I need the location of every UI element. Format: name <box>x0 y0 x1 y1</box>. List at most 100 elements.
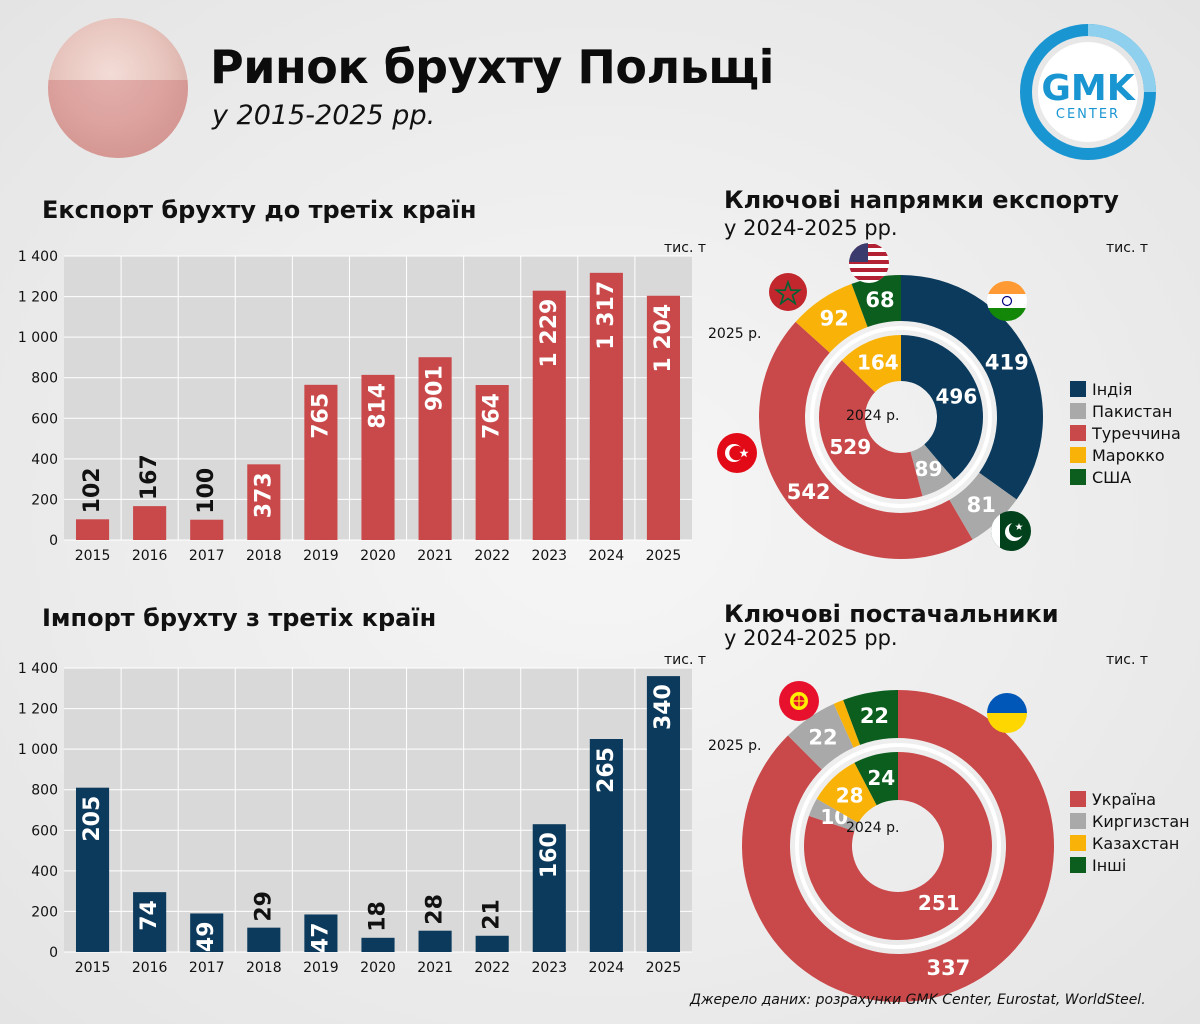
outer-ring-segment <box>787 703 854 770</box>
turkey-flag-icon <box>717 433 757 473</box>
bar-value-label: 265 <box>594 747 619 793</box>
plot-area <box>64 668 692 952</box>
x-tick-label: 2023 <box>531 548 567 564</box>
x-tick-label: 2020 <box>360 548 396 564</box>
bar-value-label: 1 317 <box>594 281 619 350</box>
suppliers-outer-ring-label: 2025 р. <box>708 738 762 754</box>
legend-item: Киргизстан <box>1070 810 1190 832</box>
ring-separator <box>810 326 992 508</box>
x-tick-label: 2015 <box>75 960 111 976</box>
x-tick-label: 2016 <box>132 548 168 564</box>
bar <box>304 384 338 540</box>
ring-separator <box>795 743 1001 949</box>
y-tick-label: 1 400 <box>18 249 58 265</box>
bar-value-label: 814 <box>366 383 391 429</box>
legend-swatch <box>1070 835 1086 851</box>
import-bar-chart: 0 200 400 600 800 1 000 1 200 1 400 205 2015 74 201… <box>18 661 692 976</box>
y-tick-label: 400 <box>31 452 58 468</box>
export-directions-donut: 419 81 542 92 68 496 89 529 164 <box>759 275 1043 559</box>
ukraine-flag-icon <box>987 693 1027 733</box>
inner-ring-value-label: 529 <box>829 435 871 459</box>
export-directions-title: Ключові напрямки експорту <box>724 186 1119 214</box>
bar-value-label: 160 <box>537 832 562 878</box>
legend-label: Пакистан <box>1092 401 1173 421</box>
x-tick-label: 2017 <box>189 960 225 976</box>
outer-ring-value-label: 68 <box>865 288 894 312</box>
outer-ring-segment <box>742 690 1054 1002</box>
page-title: Ринок брухту Польщі <box>210 40 774 94</box>
outer-ring-value-label: 92 <box>820 307 849 331</box>
x-tick-label: 2022 <box>474 548 510 564</box>
y-tick-label: 1 200 <box>18 290 58 306</box>
bar-value-label: 18 <box>366 901 391 932</box>
legend-swatch <box>1070 813 1086 829</box>
usa-flag-icon <box>849 243 889 283</box>
x-tick-label: 2018 <box>246 960 282 976</box>
inner-ring-segment <box>808 798 859 832</box>
legend-swatch <box>1070 791 1086 807</box>
inner-ring-segment <box>804 752 992 940</box>
bar <box>190 519 224 540</box>
legend-swatch <box>1070 425 1086 441</box>
legend-item: США <box>1070 466 1181 488</box>
y-tick-label: 200 <box>31 904 58 920</box>
inner-ring-value-label: 24 <box>867 766 895 790</box>
legend-swatch <box>1070 469 1086 485</box>
legend-label: Казахстан <box>1092 833 1180 853</box>
inner-ring-value-label: 28 <box>836 783 864 807</box>
morocco-flag-icon <box>769 273 807 311</box>
bar-value-label: 205 <box>80 796 105 842</box>
legend-label: Киргизстан <box>1092 811 1190 831</box>
x-tick-label: 2016 <box>132 960 168 976</box>
bar <box>361 937 395 952</box>
y-tick-label: 600 <box>31 411 58 427</box>
kyrgyzstan-flag-icon <box>779 681 819 721</box>
y-tick-label: 1 000 <box>18 742 58 758</box>
logo-text-bottom: CENTER <box>1056 107 1120 122</box>
legend-swatch <box>1070 857 1086 873</box>
page-subtitle: у 2015-2025 рр. <box>212 100 436 131</box>
x-tick-label: 2019 <box>303 548 339 564</box>
outer-ring-value-label: 22 <box>808 725 837 749</box>
outer-ring-segment <box>901 275 1043 500</box>
legend-item: Марокко <box>1070 444 1181 466</box>
x-tick-label: 2017 <box>189 548 225 564</box>
bar-value-label: 373 <box>251 472 276 518</box>
bar-value-label: 1 229 <box>537 299 562 368</box>
outer-ring-value-label: 337 <box>926 956 970 980</box>
bar <box>589 739 623 952</box>
export-directions-subtitle: у 2024-2025 рр. <box>724 216 898 240</box>
legend-item: Казахстан <box>1070 832 1190 854</box>
bar <box>646 295 681 540</box>
pakistan-flag-icon <box>991 511 1031 551</box>
bar-value-label: 340 <box>651 684 676 730</box>
y-tick-label: 400 <box>31 864 58 880</box>
legend-label: Україна <box>1092 789 1157 809</box>
legend-item: Пакистан <box>1070 400 1181 422</box>
bar <box>133 506 167 540</box>
inner-ring-segment <box>854 752 898 806</box>
x-tick-label: 2025 <box>646 548 682 564</box>
bar-value-label: 167 <box>137 454 162 500</box>
y-tick-label: 200 <box>31 492 58 508</box>
import-chart-title: Імпорт брухту з третіх країн <box>42 604 437 632</box>
export-directions-legend: Індія Пакистан Туреччина Марокко США <box>1070 378 1181 488</box>
x-tick-label: 2025 <box>646 960 682 976</box>
bar-value-label: 100 <box>194 468 219 514</box>
y-tick-label: 1 400 <box>18 661 58 677</box>
bar <box>190 913 224 952</box>
bar <box>75 787 110 952</box>
y-tick-label: 800 <box>31 371 58 387</box>
export-directions-unit: тис. т <box>1106 240 1149 256</box>
bar <box>475 385 509 540</box>
x-tick-label: 2023 <box>531 960 567 976</box>
x-tick-label: 2022 <box>474 960 510 976</box>
import-chart-unit: тис. т <box>664 652 707 668</box>
legend-item: Інші <box>1070 854 1190 876</box>
bar-value-label: 49 <box>194 921 219 952</box>
inner-ring-segment <box>819 360 923 499</box>
outer-ring-value-label: 22 <box>860 704 889 728</box>
y-tick-label: 0 <box>49 533 58 549</box>
x-tick-label: 2018 <box>246 548 282 564</box>
bar-value-label: 901 <box>423 365 448 411</box>
